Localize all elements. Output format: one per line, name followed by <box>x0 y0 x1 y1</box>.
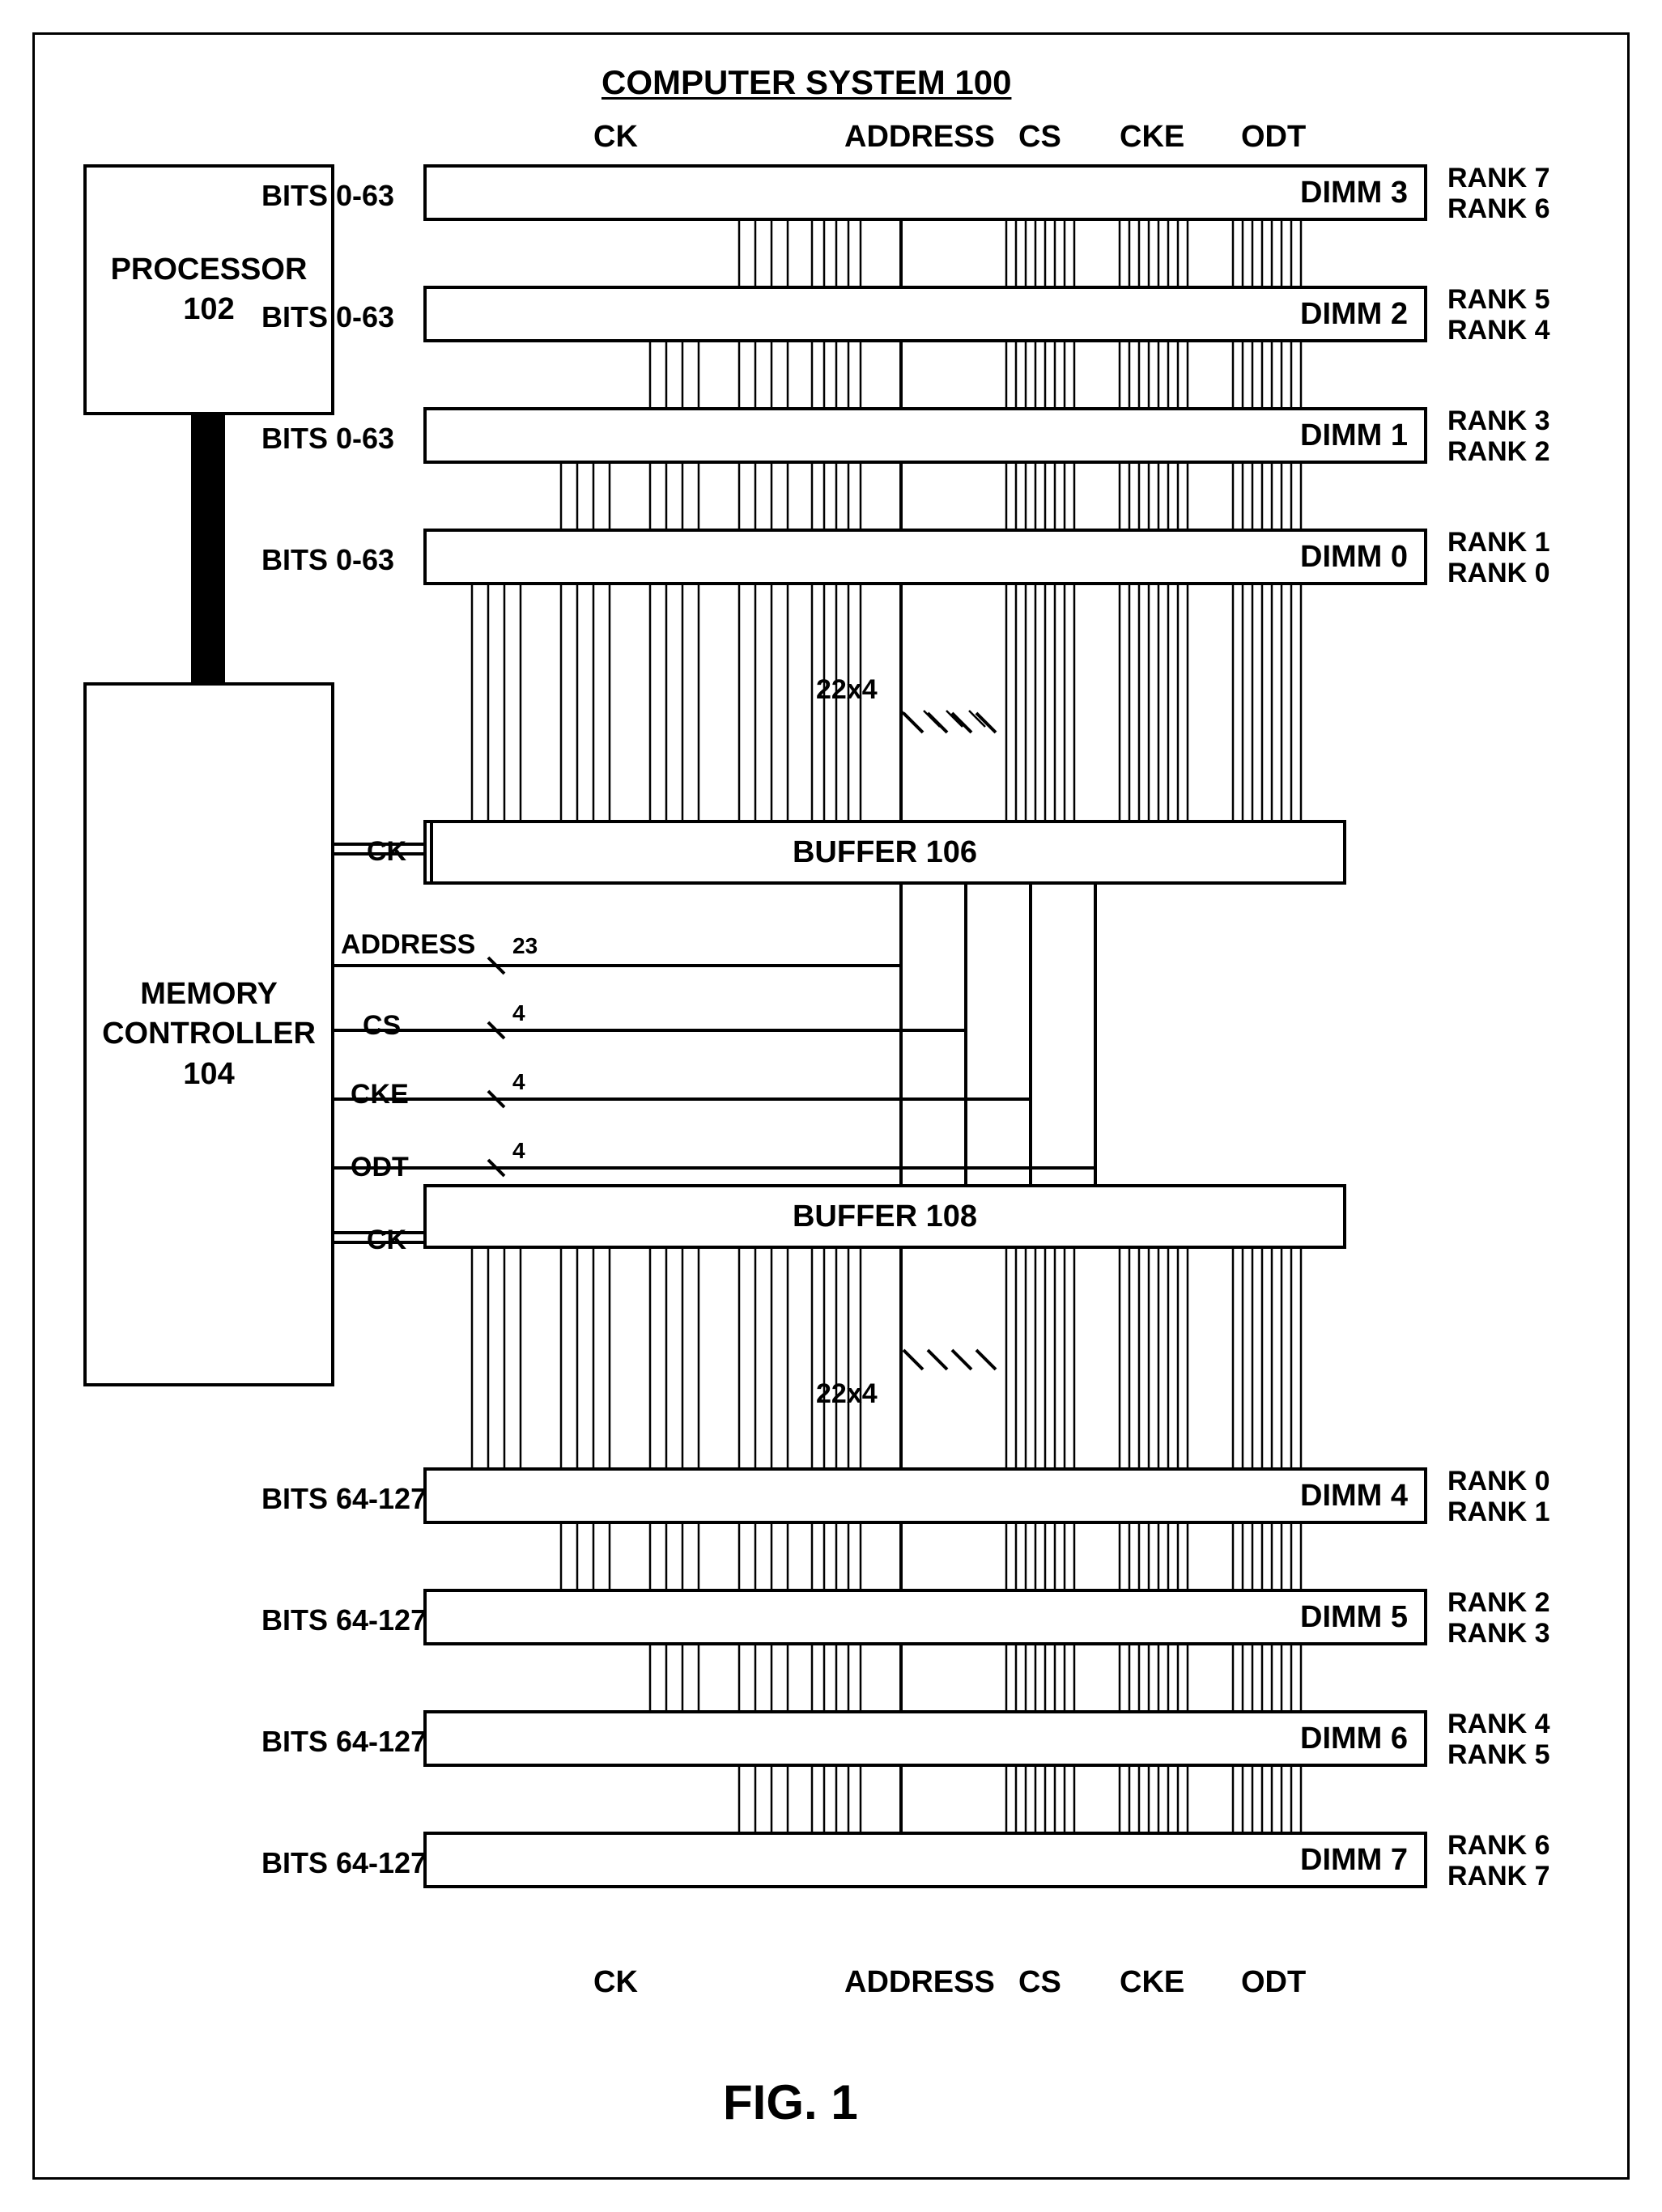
bus-22x4-top: 22x4 <box>816 674 878 706</box>
header-address-top: ADDRESS <box>844 120 995 155</box>
dimm-rank-b: RANK 5 <box>1447 1739 1550 1771</box>
dimm-bits-label: BITS 0-63 <box>261 179 394 213</box>
dimm-bar: DIMM 2 <box>423 286 1427 342</box>
dimm-rank-b: RANK 2 <box>1447 436 1550 468</box>
dimm-bar: DIMM 4 <box>423 1467 1427 1524</box>
dimm-bits-label: BITS 64-127 <box>261 1603 427 1637</box>
mc-label-2: CONTROLLER <box>102 1014 316 1054</box>
buffer-bottom-box: BUFFER 108 <box>423 1184 1346 1249</box>
dimm-bits-label: BITS 0-63 <box>261 300 394 334</box>
dimm-name: DIMM 5 <box>1300 1600 1408 1635</box>
header-ck-bottom: CK <box>593 1965 638 2000</box>
dimm-rank-a: RANK 0 <box>1447 1466 1550 1497</box>
dimm-rank-b: RANK 1 <box>1447 1497 1550 1528</box>
dimm-name: DIMM 1 <box>1300 418 1408 453</box>
dimm-rank-b: RANK 3 <box>1447 1618 1550 1649</box>
processor-label-1: PROCESSOR <box>111 250 308 290</box>
buffer-top-label: BUFFER 106 <box>793 835 977 870</box>
dimm-rank-b: RANK 6 <box>1447 193 1550 225</box>
header-odt-top: ODT <box>1241 120 1306 155</box>
buffer-top-box: BUFFER 106 <box>423 820 1346 885</box>
dimm-bar: DIMM 0 <box>423 529 1427 585</box>
svg-text:23: 23 <box>512 933 538 958</box>
bus-22x4-bottom: 22x4 <box>816 1378 878 1410</box>
diagram-page: COMPUTER SYSTEM 100 PROCESSOR 102 MEMORY… <box>32 32 1630 2180</box>
dimm-rank-a: RANK 3 <box>1447 405 1550 437</box>
mc-address-label: ADDRESS <box>341 929 475 961</box>
dimm-name: DIMM 7 <box>1300 1843 1408 1878</box>
dimm-rank-a: RANK 5 <box>1447 284 1550 316</box>
header-odt-bottom: ODT <box>1241 1965 1306 2000</box>
buffer-bottom-label: BUFFER 108 <box>793 1199 977 1234</box>
svg-text:4: 4 <box>512 1069 525 1094</box>
svg-text:4: 4 <box>512 1000 525 1025</box>
mc-ck-bottom-label: CK <box>367 1225 406 1256</box>
mc-label-3: 104 <box>183 1055 234 1094</box>
dimm-name: DIMM 4 <box>1300 1479 1408 1514</box>
header-cke-top: CKE <box>1120 120 1184 155</box>
dimm-rank-b: RANK 7 <box>1447 1861 1550 1892</box>
figure-caption: FIG. 1 <box>723 2074 858 2130</box>
dimm-name: DIMM 0 <box>1300 540 1408 575</box>
svg-text:4: 4 <box>512 1138 525 1163</box>
dimm-bar: DIMM 5 <box>423 1589 1427 1645</box>
header-address-bottom: ADDRESS <box>844 1965 995 2000</box>
dimm-rank-a: RANK 7 <box>1447 163 1550 194</box>
dimm-bits-label: BITS 0-63 <box>261 543 394 577</box>
header-ck-top: CK <box>593 120 638 155</box>
dimm-rank-a: RANK 4 <box>1447 1709 1550 1740</box>
mc-ck-top-label: CK <box>367 836 406 868</box>
processor-label-2: 102 <box>183 290 234 329</box>
dimm-rank-a: RANK 1 <box>1447 527 1550 558</box>
mc-cke-label: CKE <box>351 1079 409 1110</box>
dimm-name: DIMM 3 <box>1300 176 1408 210</box>
header-cs-bottom: CS <box>1018 1965 1061 2000</box>
dimm-name: DIMM 2 <box>1300 297 1408 332</box>
dimm-bits-label: BITS 0-63 <box>261 422 394 456</box>
mc-odt-label: ODT <box>351 1152 409 1183</box>
dimm-rank-b: RANK 4 <box>1447 315 1550 346</box>
dimm-bar: DIMM 3 <box>423 164 1427 221</box>
dimm-name: DIMM 6 <box>1300 1722 1408 1756</box>
dimm-bar: DIMM 1 <box>423 407 1427 464</box>
mc-label-1: MEMORY <box>140 974 278 1014</box>
dimm-rank-a: RANK 6 <box>1447 1830 1550 1862</box>
dimm-rank-a: RANK 2 <box>1447 1587 1550 1619</box>
dimm-bar: DIMM 6 <box>423 1710 1427 1767</box>
dimm-bits-label: BITS 64-127 <box>261 1846 427 1880</box>
header-cs-top: CS <box>1018 120 1061 155</box>
dimm-rank-b: RANK 0 <box>1447 558 1550 589</box>
mc-cs-label: CS <box>363 1010 401 1042</box>
dimm-bar: DIMM 7 <box>423 1832 1427 1888</box>
dimm-bits-label: BITS 64-127 <box>261 1482 427 1516</box>
page-title: COMPUTER SYSTEM 100 <box>601 63 1011 102</box>
header-cke-bottom: CKE <box>1120 1965 1184 2000</box>
memory-controller-box: MEMORY CONTROLLER 104 <box>83 682 334 1386</box>
dimm-bits-label: BITS 64-127 <box>261 1725 427 1759</box>
